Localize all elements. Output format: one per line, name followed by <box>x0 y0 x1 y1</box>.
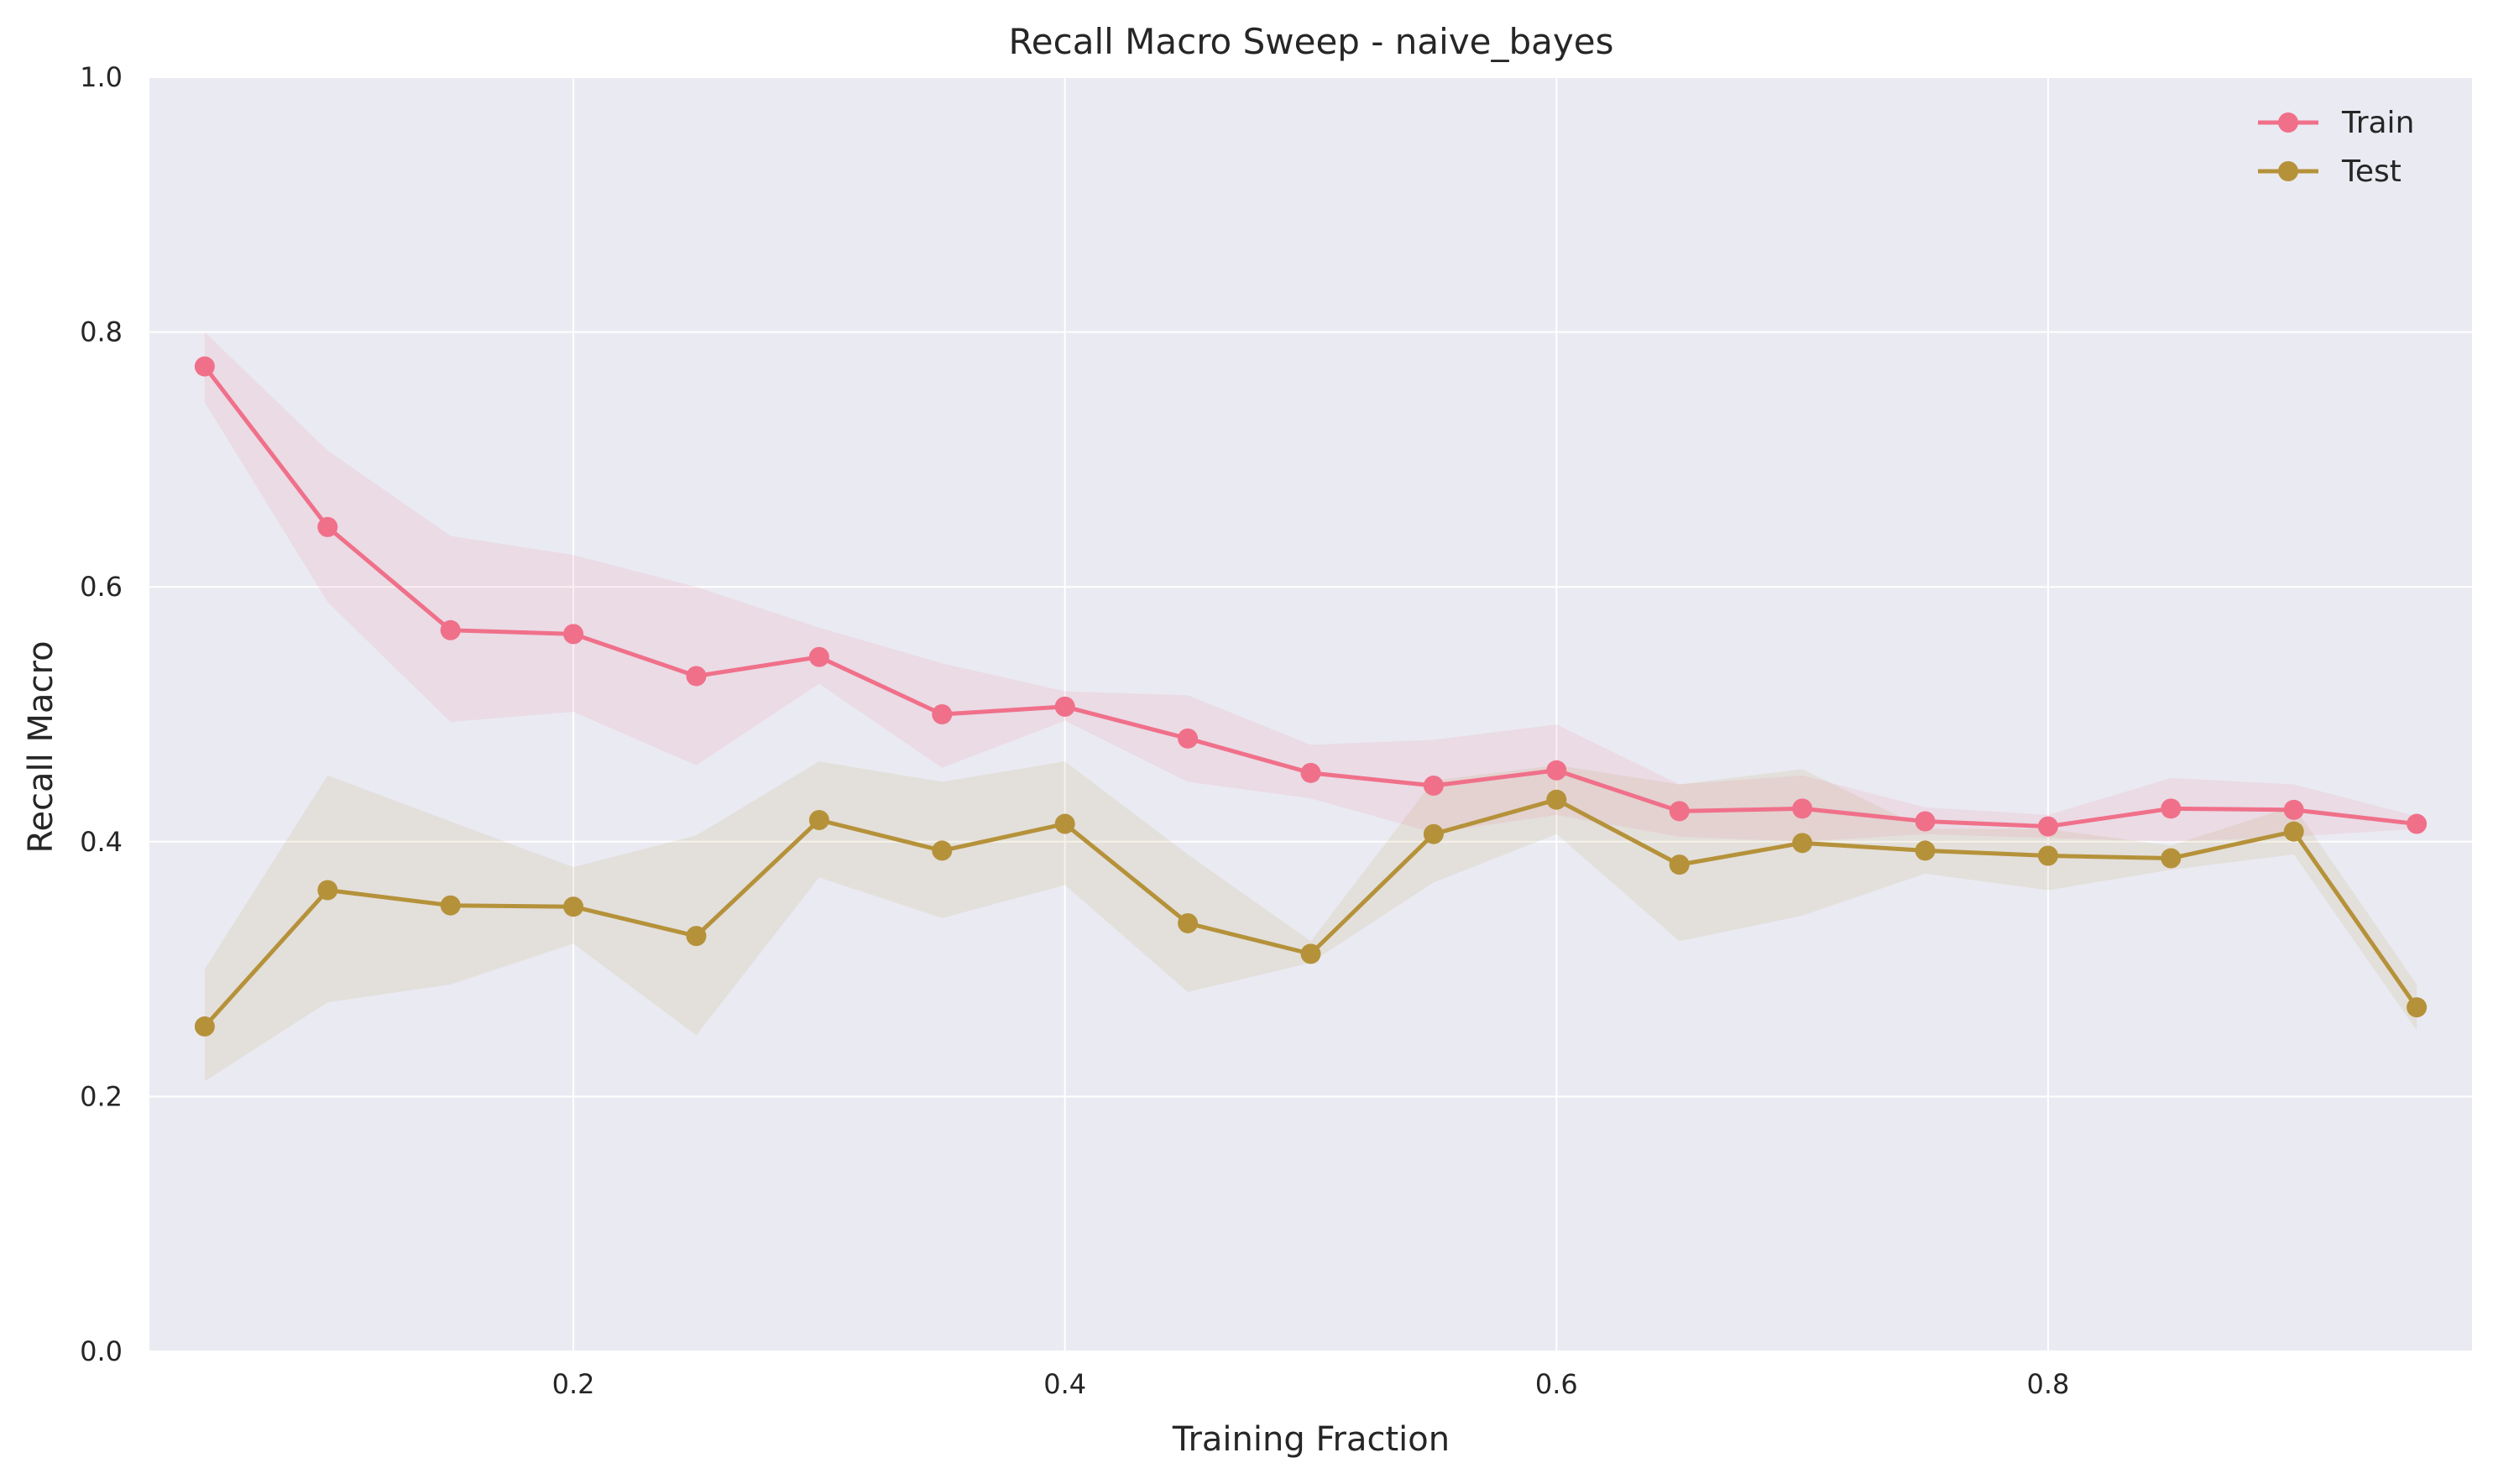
test-point <box>1546 789 1567 810</box>
y-axis-ticks: 0.0 0.2 0.4 0.6 0.8 1.0 <box>80 61 123 1367</box>
series-points <box>194 356 2428 1037</box>
test-point <box>686 926 707 947</box>
train-point <box>932 704 953 724</box>
y-tick-label: 0.8 <box>80 316 123 348</box>
train-band <box>204 332 2417 842</box>
train-point <box>1178 728 1199 749</box>
test-point <box>1054 813 1075 834</box>
test-point <box>932 840 953 861</box>
train-point <box>2407 813 2428 834</box>
test-point <box>317 880 338 901</box>
train-point <box>808 646 829 667</box>
y-tick-label: 1.0 <box>80 61 123 93</box>
x-tick-label: 0.6 <box>1535 1368 1578 1400</box>
test-point <box>1178 912 1199 933</box>
legend-train-marker <box>2278 112 2298 133</box>
train-point <box>2161 798 2182 819</box>
test-point <box>1423 823 1444 844</box>
train-point <box>1054 696 1075 717</box>
test-point <box>563 896 584 917</box>
train-point <box>1669 801 1690 822</box>
train-point <box>317 516 338 537</box>
train-point <box>194 356 215 377</box>
test-point <box>1792 833 1813 854</box>
legend-test-marker <box>2278 161 2298 181</box>
x-tick-label: 0.2 <box>552 1368 595 1400</box>
train-point <box>1792 798 1813 819</box>
test-point <box>1915 840 1936 861</box>
train-point <box>1423 776 1444 797</box>
test-point <box>440 895 461 916</box>
test-point <box>1669 854 1690 875</box>
test-band <box>204 761 2417 1082</box>
y-tick-label: 0.2 <box>80 1080 123 1112</box>
train-point <box>2037 816 2058 837</box>
y-axis-title: Recall Macro <box>22 640 60 853</box>
x-tick-label: 0.4 <box>1043 1368 1086 1400</box>
legend-test-label: Test <box>2341 154 2402 189</box>
legend: Train Test <box>2258 106 2414 189</box>
grid-lines <box>149 76 2472 1352</box>
confidence-bands <box>204 332 2417 1082</box>
train-point <box>563 624 584 645</box>
train-point <box>2283 799 2304 820</box>
train-point <box>1546 760 1567 781</box>
legend-train-label: Train <box>2341 106 2414 140</box>
train-point <box>440 619 461 640</box>
test-point <box>2407 997 2428 1018</box>
y-tick-label: 0.6 <box>80 571 123 603</box>
test-point <box>1300 943 1321 964</box>
train-point <box>1300 762 1321 783</box>
train-point <box>686 666 707 687</box>
x-tick-label: 0.8 <box>2026 1368 2069 1400</box>
test-point <box>2037 845 2058 866</box>
y-tick-label: 0.0 <box>80 1335 123 1367</box>
x-axis-title: Training Fraction <box>1172 1420 1450 1459</box>
test-point <box>2161 848 2182 869</box>
plot-area <box>149 77 2472 1351</box>
train-point <box>1915 811 1936 832</box>
test-point <box>194 1016 215 1037</box>
test-point <box>808 809 829 830</box>
chart-title: Recall Macro Sweep - naive_bayes <box>1008 21 1613 62</box>
x-axis-ticks: 0.2 0.4 0.6 0.8 <box>552 1368 2070 1400</box>
test-point <box>2283 821 2304 842</box>
y-tick-label: 0.4 <box>80 826 123 858</box>
